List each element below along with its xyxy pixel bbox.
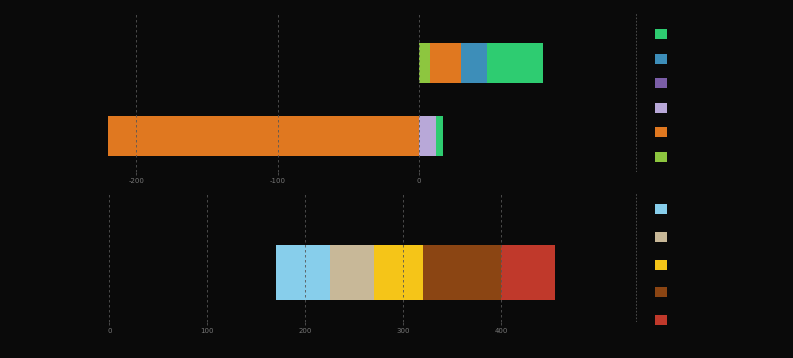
Bar bbox=[419, 116, 436, 156]
Bar bbox=[423, 245, 501, 300]
Bar bbox=[374, 245, 423, 300]
Bar bbox=[462, 43, 487, 83]
Bar bbox=[430, 43, 462, 83]
Bar bbox=[501, 245, 555, 300]
Bar bbox=[276, 245, 330, 300]
Bar bbox=[419, 43, 430, 83]
Bar bbox=[487, 43, 543, 83]
Bar bbox=[436, 116, 442, 156]
Bar bbox=[330, 245, 374, 300]
Bar bbox=[108, 116, 419, 156]
